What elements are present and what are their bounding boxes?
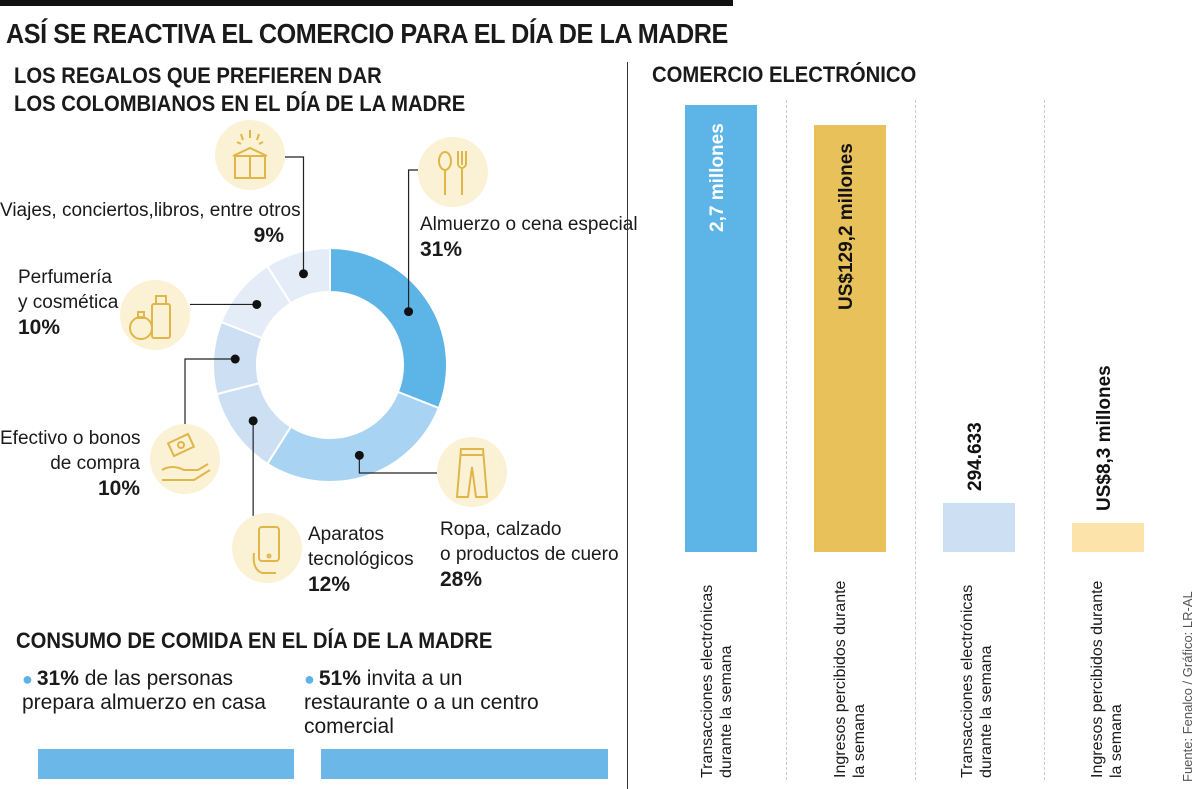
ecom-axis-label-4: Ingresos percibidos durante la semana	[1088, 581, 1126, 778]
label-viajes: Viajes, conciertos,libros, entre otros 9…	[0, 198, 301, 248]
axis-text: Transacciones electrónicas	[959, 584, 976, 778]
food-title: CONSUMO DE COMIDA EN EL DÍA DE LA MADRE	[16, 628, 493, 653]
label-almuerzo-pct: 31%	[420, 238, 463, 261]
leader-line-ropa	[358, 455, 437, 474]
ecom-bar-revenue	[814, 125, 886, 552]
label-aparatos-pct: 12%	[308, 573, 351, 596]
label-ropa-text1: Ropa, calzado	[440, 519, 562, 540]
donut-slice-almuerzo	[329, 246, 448, 410]
leader-line-viajes	[285, 156, 305, 274]
gifts-title-line2: LOS COLOMBIANOS EN EL DÍA DE LA MADRE	[14, 91, 466, 116]
food-restaurant-text: invita a un restaurante o a un centro co…	[304, 667, 539, 738]
axis-text: durante la semana	[978, 645, 995, 778]
pants-icon	[437, 437, 507, 507]
gifts-title-line1: LOS REGALOS QUE PREFIEREN DAR	[14, 63, 382, 88]
donut-slice-ropa	[265, 390, 441, 483]
label-almuerzo-text: Almuerzo o cena especial	[420, 214, 638, 235]
leader-dot-perfumeria	[252, 299, 262, 309]
source-credit: Fuente: Fenalco / Gráfico: LR-AL	[1180, 591, 1195, 782]
axis-text: Ingresos percibidos durante	[832, 580, 849, 778]
ecom-bar-transactions-small	[943, 503, 1015, 552]
phone-icon	[232, 513, 302, 583]
food-home-text: de las personas prepara almuerzo en casa	[22, 667, 266, 714]
label-viajes-pct: 9%	[253, 224, 284, 247]
label-aparatos-text1: Aparatos	[308, 524, 385, 545]
ecom-bar-revenue-small	[1072, 523, 1144, 552]
leader-dot-almuerzo	[404, 307, 414, 317]
label-almuerzo: Almuerzo o cena especial 31%	[420, 212, 638, 262]
column-divider	[786, 100, 787, 780]
column-divider	[1044, 100, 1045, 780]
bullet-dot: ●	[304, 669, 315, 689]
label-efectivo-pct: 10%	[97, 477, 140, 500]
label-efectivo-text2: de compra	[50, 453, 140, 474]
gifts-donut-chart	[184, 156, 448, 520]
leader-dot-ropa	[354, 450, 364, 460]
label-perfumeria-pct: 10%	[18, 316, 61, 339]
label-ropa-text2: o productos de cuero	[440, 544, 619, 565]
main-title: ASÍ SE REACTIVA EL COMERCIO PARA EL DÍA …	[6, 18, 728, 49]
label-viajes-text: Viajes, conciertos,libros, entre otros	[0, 200, 301, 221]
column-divider	[915, 100, 916, 780]
label-perfumeria-text2: y cosmética	[18, 292, 119, 313]
label-efectivo-text1: Efectivo o bonos	[0, 428, 141, 449]
donut-slice-viajes	[265, 246, 331, 305]
food-item-restaurant: ● 51% invita a un restaurante o a un cent…	[304, 667, 564, 739]
ecom-value-transactions-small: 294.633	[965, 422, 986, 491]
top-rule	[0, 0, 733, 6]
leader-line-almuerzo	[407, 169, 418, 312]
label-perfumeria: Perfumería y cosmética 10%	[18, 265, 118, 340]
gift-box-icon	[215, 120, 285, 190]
ecom-value-transactions: 2,7 millones	[707, 123, 728, 232]
cash-icon	[150, 424, 220, 494]
utensils-icon	[418, 137, 488, 207]
food-bar-home	[38, 749, 294, 779]
label-aparatos: Aparatos tecnológicos 12%	[308, 522, 414, 597]
axis-text: la semana	[851, 704, 868, 778]
ecom-value-revenue-small: US$8,3 millones	[1094, 365, 1115, 511]
section-divider	[627, 62, 628, 789]
ecommerce-title: COMERCIO ELECTRÓNICO	[652, 62, 917, 87]
label-efectivo: Efectivo o bonos de compra 10%	[0, 426, 140, 501]
food-item-home: ● 31% de las personas prepara almuerzo en…	[22, 667, 282, 715]
ecom-axis-label-2: Ingresos percibidos durante la semana	[831, 581, 869, 778]
axis-text: durante la semana	[718, 645, 735, 778]
bullet-dot: ●	[22, 669, 33, 689]
axis-text: la semana	[1108, 704, 1125, 778]
food-restaurant-pct: 51%	[318, 667, 361, 690]
gifts-title: LOS REGALOS QUE PREFIEREN DAR LOS COLOMB…	[14, 62, 465, 118]
leader-line-efectivo	[184, 358, 236, 440]
food-bar-restaurant	[321, 749, 608, 779]
label-ropa: Ropa, calzado o productos de cuero 28%	[440, 517, 619, 592]
ecom-value-revenue: US$129,2 millones	[836, 143, 857, 310]
axis-text: Transacciones electrónicas	[699, 584, 716, 778]
label-aparatos-text2: tecnológicos	[308, 549, 414, 570]
ecom-axis-label-3: Transacciones electrónicas durante la se…	[958, 585, 996, 778]
ecom-axis-label-1: Transacciones electrónicas durante la se…	[698, 585, 736, 778]
label-ropa-pct: 28%	[440, 568, 483, 591]
leader-dot-viajes	[298, 269, 308, 279]
axis-text: Ingresos percibidos durante	[1089, 580, 1106, 778]
perfume-icon	[120, 280, 190, 350]
leader-dot-efectivo	[230, 354, 240, 364]
leader-dot-aparatos	[248, 416, 258, 426]
label-perfumeria-text1: Perfumería	[18, 267, 112, 288]
ecom-bar-transactions	[685, 105, 757, 552]
food-home-pct: 31%	[36, 667, 79, 690]
